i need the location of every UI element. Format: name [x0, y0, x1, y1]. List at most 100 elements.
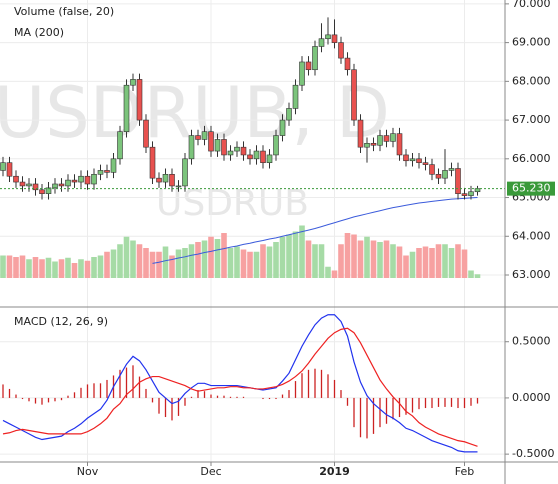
volume-bar — [390, 244, 396, 278]
candle-body — [468, 191, 474, 196]
plot-layer — [0, 0, 505, 462]
volume-bar — [156, 251, 162, 278]
volume-bar — [45, 257, 52, 278]
volume-bar — [325, 266, 331, 278]
y-tick-label: 64.000 — [512, 229, 551, 242]
volume-bar — [351, 234, 357, 278]
volume-bar — [260, 244, 266, 278]
y-tick-label: 63.000 — [512, 268, 551, 281]
candle-body — [435, 174, 442, 179]
volume-bar — [162, 246, 169, 278]
x-tick-label: Dec — [200, 465, 221, 478]
candle-body — [305, 61, 312, 71]
volume-bar — [435, 244, 442, 278]
volume-bar — [214, 239, 221, 278]
x-tick-label: Nov — [77, 465, 99, 478]
volume-bar — [266, 246, 273, 278]
candle-body — [273, 135, 279, 156]
y-tick-label: -0.5000 — [512, 447, 554, 460]
volume-bar — [442, 244, 448, 278]
volume-bar — [0, 255, 6, 278]
candle-body — [214, 139, 221, 152]
candle-body — [188, 135, 195, 160]
candle-body — [442, 170, 448, 179]
y-tick-label: 70.000 — [512, 0, 551, 10]
ma-line — [152, 197, 478, 264]
volume-bar — [338, 244, 344, 278]
volume-bar — [84, 260, 91, 278]
candle-body — [149, 146, 156, 179]
candle-body — [65, 179, 71, 187]
candle-body — [6, 162, 13, 177]
candle-body — [318, 38, 325, 47]
candle-body — [78, 175, 84, 183]
volume-bar — [429, 248, 435, 278]
volume-bar — [403, 255, 409, 278]
macd-line — [2, 327, 478, 447]
volume-bar — [286, 234, 292, 278]
volume-bar — [461, 249, 468, 278]
candle-body — [286, 108, 292, 121]
volume-bar — [39, 259, 45, 278]
candle-body — [208, 131, 214, 152]
candle-body — [130, 79, 136, 86]
volume-bar — [305, 240, 312, 278]
volume-bar — [292, 231, 299, 278]
candle-body — [416, 158, 422, 163]
macd-line — [2, 314, 478, 453]
candle-body — [221, 139, 227, 156]
candle-body — [13, 175, 19, 183]
candle-body — [429, 164, 435, 175]
candle-body — [266, 154, 273, 163]
volume-bar — [195, 242, 201, 278]
volume-bar — [247, 251, 253, 278]
candle-body — [260, 150, 266, 163]
candle-body — [338, 42, 344, 59]
volume-bar — [383, 240, 390, 278]
volume-bar — [58, 259, 65, 278]
last-price-box — [507, 181, 555, 196]
candle-body — [422, 162, 429, 165]
candle-body — [182, 158, 188, 187]
candle-body — [45, 187, 52, 194]
candle-body — [52, 183, 58, 189]
candle-body — [227, 150, 234, 156]
candle-body — [143, 119, 149, 148]
x-tick-label: Feb — [455, 465, 474, 478]
candle-body — [156, 177, 162, 183]
candle-body — [351, 69, 357, 121]
volume-bar — [110, 249, 117, 278]
candle-body — [97, 170, 104, 175]
candle-body — [325, 34, 331, 40]
volume-bar — [234, 246, 240, 278]
y-tick-label: 67.000 — [512, 113, 551, 126]
volume-bar — [169, 255, 175, 278]
candle-body — [169, 174, 175, 187]
volume-bar — [52, 261, 58, 278]
candle-body — [32, 183, 39, 191]
candle-body — [71, 179, 78, 183]
macd-title: MACD (12, 26, 9) — [14, 315, 108, 328]
candle-body — [331, 34, 338, 43]
candle-body — [299, 61, 305, 86]
candle-body — [91, 174, 97, 185]
volume-bar — [97, 255, 104, 278]
volume-bar — [253, 251, 260, 278]
candle-body — [403, 154, 409, 162]
legend-entry: Volume (false, 20) — [14, 5, 114, 18]
volume-bar — [104, 251, 110, 278]
volume-bar — [201, 240, 208, 278]
volume-bar — [318, 244, 325, 278]
volume-bar — [344, 233, 351, 278]
candle-body — [123, 84, 130, 132]
candle-body — [279, 119, 286, 136]
candle-body — [247, 154, 253, 160]
volume-bar — [299, 225, 305, 278]
last-price-label: 65.230 — [512, 182, 551, 195]
volume-bar — [240, 249, 247, 278]
volume-bar — [273, 242, 279, 278]
volume-bar — [455, 244, 461, 278]
volume-bar — [149, 251, 156, 278]
candle-body — [104, 170, 110, 173]
